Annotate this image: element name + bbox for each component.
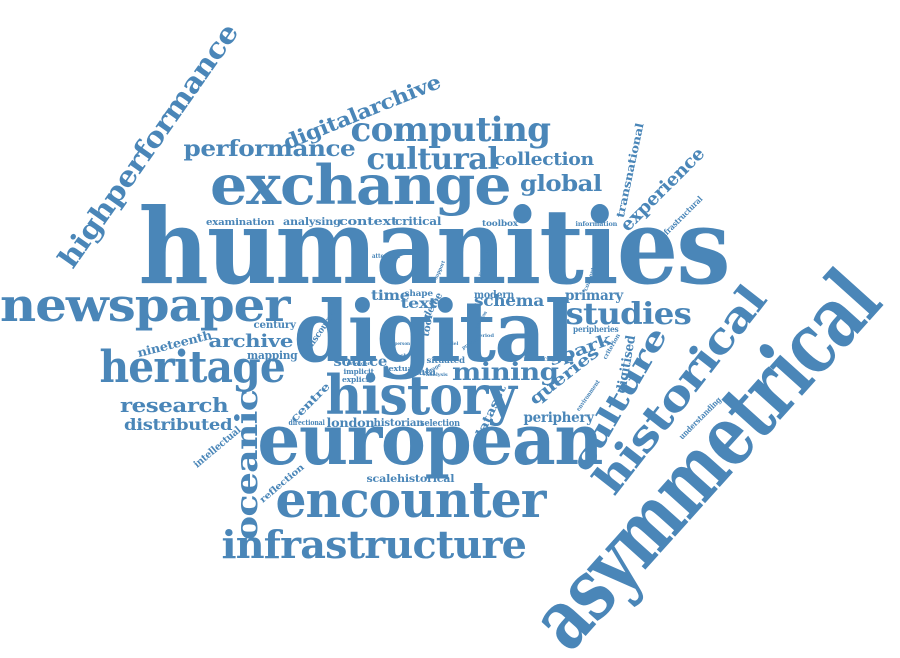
word-analysis: analysis [426, 371, 448, 378]
word-global: global [520, 171, 602, 197]
word-examination: examination [205, 217, 275, 228]
word-encounter: encounter [274, 470, 546, 529]
word-european: european [257, 398, 603, 481]
word-selection: selection [419, 418, 460, 429]
word-history: history [325, 363, 516, 427]
word-text: text [399, 296, 437, 312]
word-implicit: implicit [343, 366, 374, 376]
word-critical: critical [394, 214, 442, 228]
word-humanities: humanities [138, 185, 730, 308]
word-historian: historian [373, 418, 424, 429]
word-period: period [474, 332, 494, 339]
word-textual: textual [384, 363, 416, 373]
word-performance: performance [183, 136, 355, 162]
word-computing: computing [350, 110, 551, 150]
word-cultural: cultural [366, 142, 499, 177]
word-researcher: researcher [523, 356, 558, 363]
word-primary: primary [564, 288, 623, 304]
word-explicit: explicit [342, 374, 372, 384]
word-heritage: heritage [99, 342, 286, 393]
word-schema: schema [473, 291, 544, 310]
word-situated: situated [425, 355, 465, 365]
word-shape: shape [403, 288, 433, 298]
word-attention: attention [372, 253, 400, 260]
word-digital: digital [293, 282, 574, 381]
word-london: london [325, 416, 374, 430]
word-information: information [575, 221, 617, 228]
word-mapping: mapping [246, 348, 298, 362]
word-periphery: periphery [523, 410, 594, 426]
word-time: time [370, 288, 410, 304]
word-reach: reach [388, 352, 408, 359]
word-century: century [253, 320, 296, 331]
word-data: data [412, 367, 436, 378]
word-exchange: exchange [209, 153, 512, 217]
word-modern: modern [474, 290, 514, 301]
word-peripheries: peripheries [572, 324, 619, 334]
word-collection: collection [493, 149, 594, 170]
word-newspaper: newspaper [0, 278, 291, 332]
word-model: model [441, 340, 458, 347]
word-person: person [393, 340, 410, 347]
word-analysing: analysing [283, 217, 341, 228]
word-source: source [333, 354, 387, 370]
word-provider: provider [346, 360, 370, 367]
word-studies: studies [565, 297, 691, 332]
word-scalehistorical: scalehistorical [366, 474, 454, 485]
word-distributed: distributed [123, 415, 233, 434]
word-oceanic: oceanic [230, 389, 266, 541]
word-mining: mining [451, 357, 559, 386]
word-context: context [338, 214, 398, 228]
word-infrastructure: infrastructure [221, 522, 527, 567]
word-research: research [119, 393, 229, 417]
word-archive: archive [207, 331, 293, 352]
word-toolbox: toolbox [482, 218, 518, 228]
word-directional: directional [288, 417, 325, 427]
